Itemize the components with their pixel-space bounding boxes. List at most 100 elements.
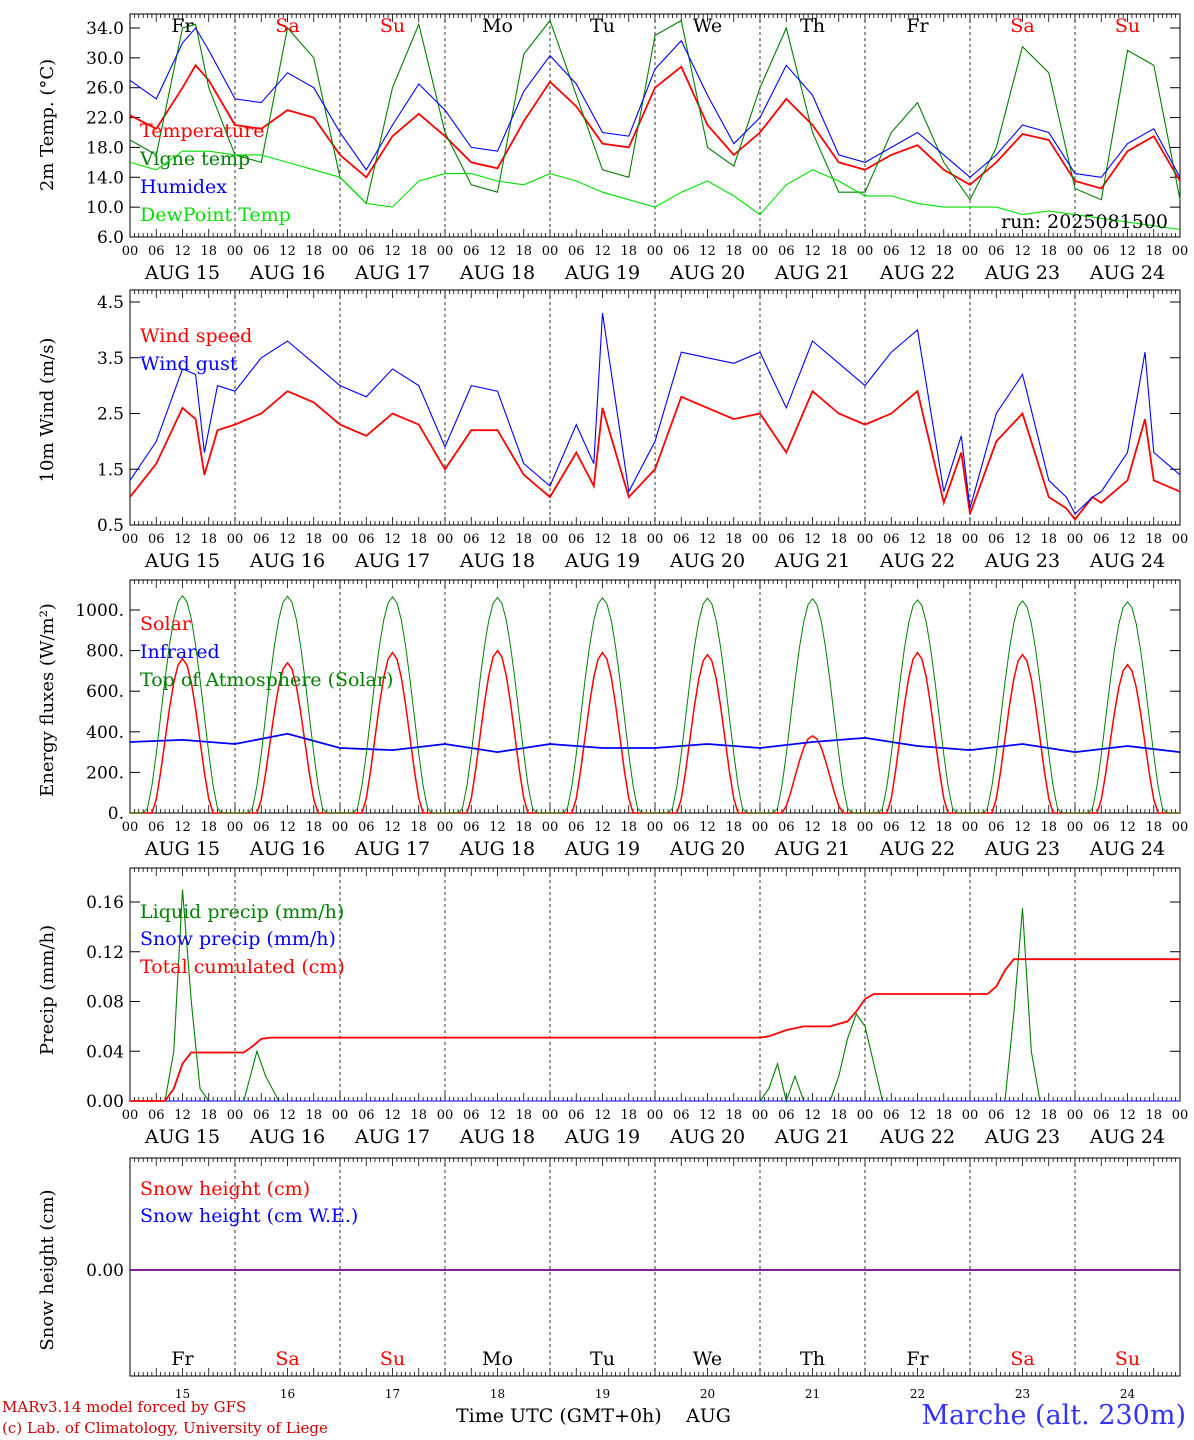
y-tick-label: 26.0: [86, 79, 124, 99]
hour-tick-label: 18: [830, 244, 847, 259]
legend-entry: Snow height (cm): [140, 1178, 310, 1200]
hour-tick-label: 18: [620, 532, 637, 547]
hour-tick-label: 18: [515, 244, 532, 259]
day-number-label: 21: [805, 1387, 820, 1401]
series-line-top-of-atmosphere-solar-: [865, 599, 970, 814]
y-tick-label: 400.: [86, 723, 124, 743]
weekday-label: Su: [380, 1348, 405, 1370]
hour-tick-label: 00: [857, 532, 874, 547]
day-label: AUG 18: [459, 838, 535, 860]
hour-tick-label: 06: [883, 1108, 900, 1123]
series-line-top-of-atmosphere-solar-: [970, 600, 1075, 814]
series-line-solar: [130, 657, 235, 814]
series-line-humidex: [129, 27, 1181, 179]
day-number-label: 16: [280, 1387, 295, 1401]
hour-tick-label: 06: [358, 532, 375, 547]
y-tick-label: 0.00: [86, 1092, 124, 1112]
hour-tick-label: 00: [122, 820, 139, 835]
hour-tick-label: 00: [437, 1108, 454, 1123]
legend-entry: Infrared: [140, 641, 220, 663]
day-number-label: 15: [175, 1387, 190, 1401]
hour-tick-label: 00: [647, 820, 664, 835]
series-line-top-of-atmosphere-solar-: [445, 596, 550, 814]
hour-tick-label: 06: [1093, 1108, 1110, 1123]
hour-tick-label: 00: [1172, 1108, 1189, 1123]
hour-tick-label: 06: [1093, 820, 1110, 835]
day-number-label: 18: [490, 1387, 505, 1401]
series-line-total-cumulated-cm-: [130, 958, 1180, 1102]
hour-tick-label: 06: [358, 820, 375, 835]
legend-entry: Wind gust: [140, 353, 238, 375]
hour-tick-label: 18: [305, 532, 322, 547]
hour-tick-label: 18: [725, 244, 742, 259]
hour-tick-label: 00: [437, 532, 454, 547]
hour-tick-label: 12: [909, 820, 926, 835]
day-label: AUG 16: [249, 262, 325, 284]
series-line-vigne-temp: [129, 19, 1181, 205]
hour-tick-label: 06: [778, 532, 795, 547]
hour-tick-label: 12: [1014, 820, 1031, 835]
hour-tick-label: 12: [594, 244, 611, 259]
hour-tick-label: 06: [988, 1108, 1005, 1123]
series-line-wind-speed: [129, 389, 1181, 521]
weekday-label: Th: [800, 15, 825, 37]
day-label: AUG 17: [354, 262, 430, 284]
lab-credit: (c) Lab. of Climatology, University of L…: [2, 1419, 328, 1437]
y-tick-label: 0.08: [86, 993, 124, 1013]
day-label: AUG 19: [564, 1126, 640, 1148]
hour-tick-label: 12: [699, 1108, 716, 1123]
series-line-top-of-atmosphere-solar-: [550, 596, 655, 814]
x-axis-month: AUG: [686, 1405, 731, 1427]
y-tick-label: 600.: [86, 682, 124, 702]
day-label: AUG 22: [879, 1126, 955, 1148]
weekday-label: Sa: [1010, 15, 1034, 37]
hour-tick-label: 18: [200, 532, 217, 547]
day-label: AUG 15: [144, 1126, 220, 1148]
hour-tick-label: 12: [909, 532, 926, 547]
hour-tick-label: 00: [752, 244, 769, 259]
hour-tick-label: 00: [752, 1108, 769, 1123]
hour-tick-label: 06: [673, 532, 690, 547]
y-tick-label: 3.5: [97, 349, 124, 369]
hour-tick-label: 06: [568, 1108, 585, 1123]
hour-tick-label: 00: [1067, 820, 1084, 835]
weekday-label: Su: [1115, 15, 1140, 37]
legend-entry: Snow precip (mm/h): [140, 928, 336, 950]
hour-tick-label: 06: [673, 244, 690, 259]
day-label: AUG 24: [1089, 262, 1165, 284]
weekday-label: Fr: [906, 1348, 929, 1370]
y-tick-label: 4.5: [97, 293, 124, 313]
hour-tick-label: 00: [752, 532, 769, 547]
hour-tick-label: 00: [647, 532, 664, 547]
day-label: AUG 24: [1089, 550, 1165, 572]
hour-tick-label: 00: [332, 1108, 349, 1123]
day-label: AUG 20: [669, 838, 745, 860]
legend-entry: Wind speed: [140, 325, 252, 347]
hour-tick-label: 00: [962, 820, 979, 835]
weekday-label: We: [693, 1348, 722, 1370]
hour-tick-label: 06: [148, 244, 165, 259]
weekday-label: Fr: [906, 15, 929, 37]
day-label: AUG 16: [249, 1126, 325, 1148]
hour-tick-label: 12: [699, 820, 716, 835]
hour-tick-label: 18: [725, 532, 742, 547]
y-tick-label: 0.00: [86, 1261, 124, 1281]
hour-tick-label: 06: [463, 820, 480, 835]
legend-entry: Total cumulated (cm): [140, 956, 345, 978]
hour-tick-label: 12: [279, 820, 296, 835]
hour-tick-label: 18: [620, 244, 637, 259]
day-label: AUG 21: [774, 262, 850, 284]
hour-tick-label: 12: [174, 820, 191, 835]
y-axis-label: Precip (mm/h): [37, 925, 58, 1055]
hour-tick-label: 18: [725, 1108, 742, 1123]
hour-tick-label: 06: [358, 1108, 375, 1123]
series-line-solar: [1075, 663, 1180, 814]
day-label: AUG 22: [879, 550, 955, 572]
y-axis-label: Snow height (cm): [37, 1189, 58, 1350]
hour-tick-label: 00: [122, 244, 139, 259]
legend-entry: Liquid precip (mm/h): [140, 901, 344, 923]
hour-tick-label: 12: [1014, 1108, 1031, 1123]
hour-tick-label: 06: [568, 532, 585, 547]
hour-tick-label: 06: [883, 244, 900, 259]
day-number-label: 24: [1120, 1387, 1136, 1401]
